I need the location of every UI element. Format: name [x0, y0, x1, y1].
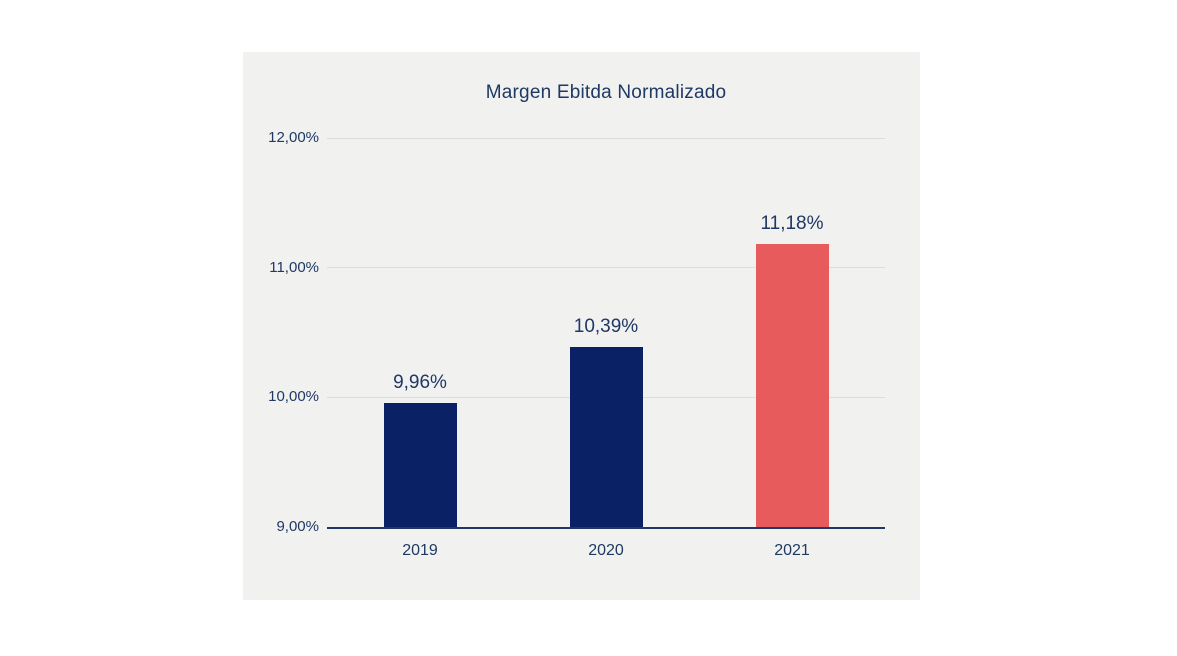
bar-2020 — [569, 346, 643, 527]
gridline — [327, 267, 885, 269]
x-axis-line — [327, 527, 885, 529]
bar-value-label: 10,39% — [573, 315, 639, 337]
x-tick-label: 2020 — [588, 542, 624, 559]
chart-panel: Margen Ebitda Normalizado 12,00% 11,00% 10… — [243, 52, 920, 600]
bar-value-label: 11,18% — [760, 213, 824, 235]
bar-2021 — [755, 244, 829, 527]
gridline — [327, 137, 885, 139]
y-tick-label: 9,00% — [276, 518, 319, 535]
bar-value-label: 9,96% — [393, 371, 447, 393]
y-tick-label: 12,00% — [268, 129, 319, 146]
y-tick-label: 11,00% — [269, 258, 319, 276]
x-tick-label: 2019 — [402, 542, 438, 559]
chart-title: Margen Ebitda Normalizado — [485, 82, 727, 103]
x-tick-label: 2021 — [774, 542, 810, 559]
y-tick-label: 10,00% — [268, 388, 319, 406]
bar-2019 — [383, 402, 457, 527]
